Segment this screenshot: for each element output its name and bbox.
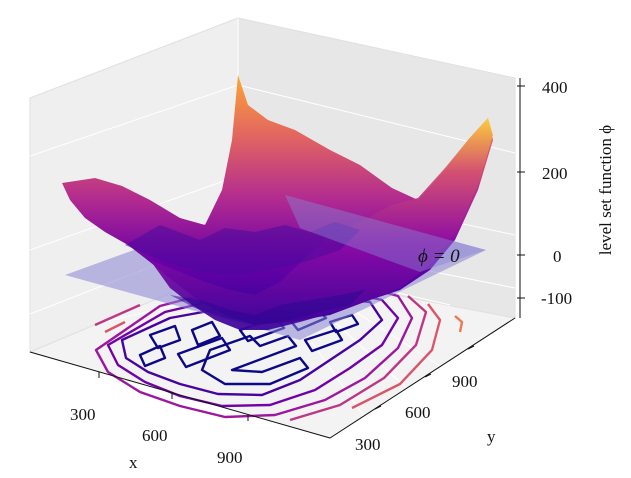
contour-line — [148, 324, 182, 350]
contour-line — [351, 303, 442, 410]
z-tick-label: 200 — [542, 164, 568, 183]
contour-line — [454, 315, 464, 333]
y-tick-label: 300 — [355, 435, 381, 454]
contour-line — [200, 334, 310, 386]
y-ticks — [374, 345, 475, 410]
z-axis-label: level set function ϕ — [596, 125, 615, 255]
contour-line — [289, 295, 428, 422]
z-ticks — [517, 85, 525, 299]
contour-line — [303, 328, 344, 353]
y-tick-label: 900 — [452, 372, 478, 391]
contour-line — [138, 344, 167, 368]
zero-plane-label: ϕ = 0 — [418, 246, 460, 267]
zero-plane-front — [285, 195, 486, 272]
z-tick-label: -100 — [541, 289, 572, 308]
surface-inner-ridge — [125, 222, 360, 275]
x-tick-label: 900 — [217, 448, 243, 467]
y-axis-label: y — [487, 427, 496, 446]
contour-line — [176, 336, 232, 369]
contour-line — [104, 320, 126, 334]
axes — [29, 78, 521, 439]
x-axis-label: x — [129, 453, 138, 472]
surface-front — [150, 118, 493, 330]
y-tick-label: 600 — [405, 403, 431, 422]
z-tick-label: 400 — [542, 78, 568, 97]
x-ticks — [98, 372, 249, 421]
z-tick-label: 0 — [553, 247, 562, 266]
contour-line — [190, 320, 222, 347]
x-tick-label: 300 — [70, 405, 96, 424]
x-tick-label: 600 — [142, 426, 168, 445]
surface-valleys — [170, 290, 365, 325]
surface — [62, 75, 493, 330]
contour-line — [94, 303, 141, 327]
